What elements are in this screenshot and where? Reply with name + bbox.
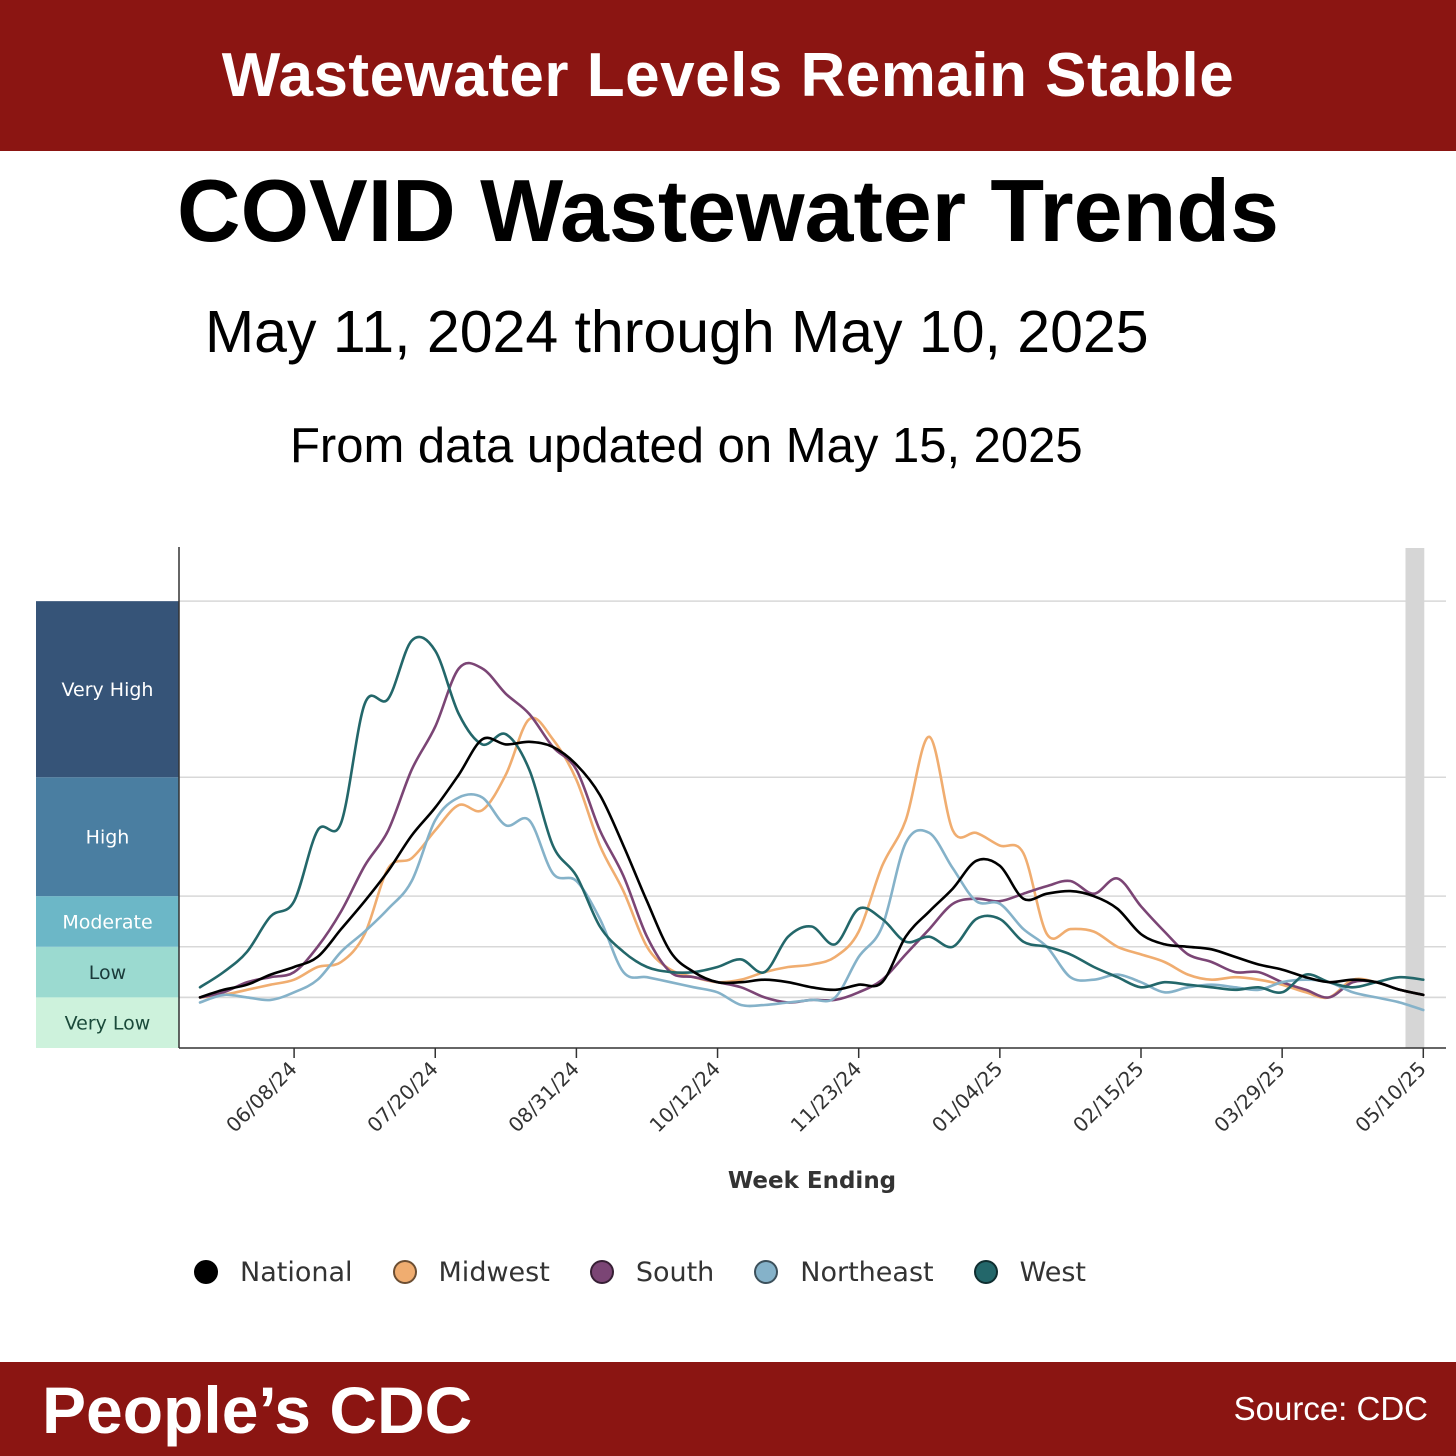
level-label-moderate: Moderate xyxy=(62,911,152,933)
level-label-very-low: Very Low xyxy=(65,1013,151,1035)
x-tick-label: 05/10/25 xyxy=(1350,1057,1430,1137)
provisional-data-shade xyxy=(1405,548,1425,1048)
level-band-very-high xyxy=(36,601,179,778)
legend-swatch xyxy=(973,1260,998,1284)
date-range: May 11, 2024 through May 10, 2025 xyxy=(205,299,1149,365)
level-label-very-high: Very High xyxy=(62,679,154,701)
level-label-low: Low xyxy=(89,962,126,984)
x-tick-label: 10/12/24 xyxy=(645,1057,725,1137)
legend-label: West xyxy=(1019,1256,1086,1288)
chart-legend: National Midwest South Northeast West xyxy=(194,1254,1126,1290)
x-axis-title: Week Ending xyxy=(728,1168,896,1194)
level-band-moderate xyxy=(36,896,179,947)
x-tick-label: 08/31/24 xyxy=(503,1057,583,1137)
brand-logo-text: People’s CDC xyxy=(42,1373,473,1447)
level-band-high xyxy=(36,777,179,897)
legend-swatch xyxy=(392,1260,417,1284)
top-banner: Wastewater Levels Remain Stable xyxy=(0,0,1456,151)
level-band-very-low xyxy=(36,997,179,1048)
legend-label: National xyxy=(240,1256,353,1288)
bottom-banner: People’s CDC Source: CDC xyxy=(0,1362,1456,1456)
series-line-northeast xyxy=(198,793,1425,1012)
legend-item-midwest: Midwest xyxy=(392,1256,550,1288)
x-tick-label: 06/08/24 xyxy=(221,1057,301,1137)
source-credit: Source: CDC xyxy=(1233,1390,1428,1427)
series-line-national xyxy=(198,736,1425,999)
x-tick-label: 03/29/25 xyxy=(1209,1057,1289,1137)
legend-item-northeast: Northeast xyxy=(754,1256,934,1288)
legend-item-west: West xyxy=(973,1256,1086,1288)
chart-title: COVID Wastewater Trends xyxy=(177,161,1279,260)
level-label-high: High xyxy=(86,827,130,849)
series-line-south xyxy=(198,661,1425,1004)
x-tick-label: 02/15/25 xyxy=(1068,1057,1148,1137)
x-tick-label: 01/04/25 xyxy=(927,1057,1007,1137)
x-tick-label: 07/20/24 xyxy=(362,1057,442,1137)
legend-label: South xyxy=(635,1256,715,1288)
legend-swatch xyxy=(589,1260,614,1284)
banner-title: Wastewater Levels Remain Stable xyxy=(221,41,1235,110)
x-tick-label: 11/23/24 xyxy=(786,1057,866,1137)
data-updated-note: From data updated on May 15, 2025 xyxy=(290,419,1083,473)
wastewater-chart: Very Low Low Moderate High Very High 06/08/24… xyxy=(36,547,1446,1194)
series-line-west xyxy=(198,635,1425,995)
level-band-low xyxy=(36,946,179,998)
legend-item-national: National xyxy=(194,1257,353,1288)
legend-swatch xyxy=(194,1260,218,1284)
legend-label: Midwest xyxy=(438,1256,550,1288)
series-line-midwest xyxy=(198,716,1425,1000)
legend-item-south: South xyxy=(589,1256,715,1288)
legend-swatch xyxy=(754,1260,779,1284)
legend-label: Northeast xyxy=(800,1256,934,1288)
